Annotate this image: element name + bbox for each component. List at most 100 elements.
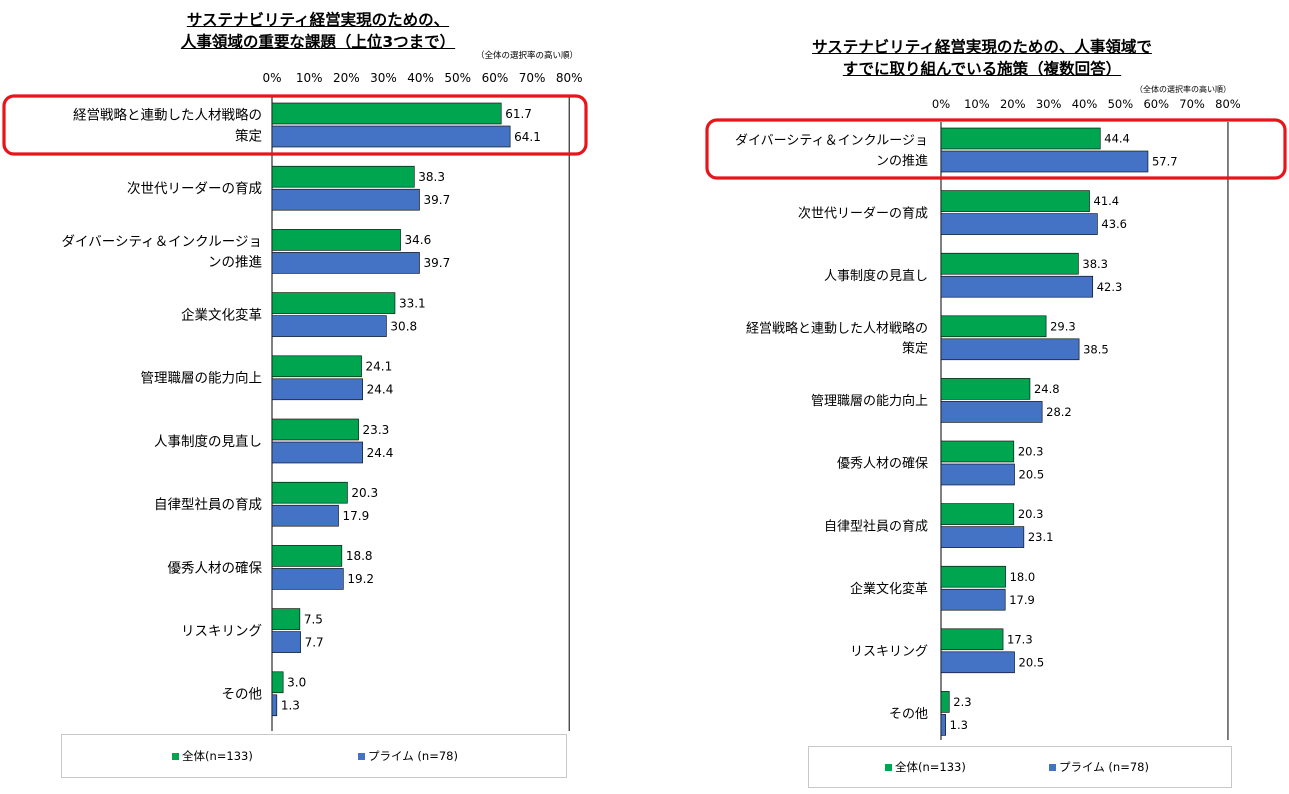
x-tick-label: 70% xyxy=(519,71,546,85)
category-label: 優秀人材の確保 xyxy=(168,560,263,576)
bar-chart-plot: 0% 10% 20% 30% 40% 50% 60% 70% 80% 61.7 64.1 経営戦略と連… xyxy=(2,71,588,731)
bar-all xyxy=(271,545,343,567)
legend-swatch-blue xyxy=(358,752,365,760)
category-label: 次世代リーダーの育成 xyxy=(798,205,928,221)
category-label: その他 xyxy=(222,687,263,703)
bar-prime xyxy=(271,568,344,590)
x-tick-label: 40% xyxy=(1072,97,1098,111)
sort-note: （全体の選択率の高い順） xyxy=(1135,85,1231,94)
value-label-prime: 20.5 xyxy=(1019,468,1045,482)
value-label-prime: 64.1 xyxy=(514,130,541,144)
category-label: 経営戦略と連動した人材戦略の xyxy=(73,107,262,123)
value-label-prime: 1.3 xyxy=(281,699,300,713)
bar-prime xyxy=(940,338,1080,361)
x-tick-label: 50% xyxy=(1108,97,1134,111)
category-label: リスキリング xyxy=(181,623,262,639)
legend-swatch-green xyxy=(885,763,892,771)
bar-prime xyxy=(271,252,420,274)
x-tick-label: 80% xyxy=(556,71,583,85)
legend-item-prime: プライム (n=78) xyxy=(1049,759,1149,775)
value-label-prime: 19.2 xyxy=(347,572,374,586)
bar-prime xyxy=(940,651,1015,674)
value-label-all: 3.0 xyxy=(287,676,306,690)
sort-note: （全体の選択率の高い順） xyxy=(475,50,578,61)
legend-label-prime: プライム (n=78) xyxy=(368,749,458,763)
highlight-box xyxy=(705,118,1287,180)
legend-item-all: 全体(n=133) xyxy=(885,759,966,775)
x-tick-label: 0% xyxy=(932,97,950,111)
category-label: その他 xyxy=(889,707,928,722)
value-label-prime: 24.4 xyxy=(367,383,394,397)
category-label: 自律型社員の育成 xyxy=(154,497,262,513)
bar-all xyxy=(940,315,1047,338)
bar-all xyxy=(940,252,1079,275)
x-tick-label: 10% xyxy=(964,97,990,111)
value-label-all: 24.8 xyxy=(1034,382,1060,396)
value-label-all: 44.4 xyxy=(1104,132,1130,146)
value-label-all: 18.8 xyxy=(346,549,373,563)
value-label-prime: 24.4 xyxy=(367,446,394,460)
bar-prime xyxy=(940,714,946,736)
category-label: 人事制度の見直し xyxy=(824,268,928,284)
legend-label-prime: プライム (n=78) xyxy=(1059,760,1149,774)
category-label: 人事制度の見直し xyxy=(154,434,262,450)
category-label: 企業文化変革 xyxy=(181,306,262,323)
bar-prime xyxy=(940,213,1098,235)
bar-prime xyxy=(940,275,1094,298)
legend-label-all: 全体(n=133) xyxy=(182,749,253,763)
bar-all xyxy=(271,102,502,125)
bar-prime xyxy=(271,694,278,717)
value-label-prime: 57.7 xyxy=(1152,155,1178,169)
chart-title-line2: すでに取り組んでいる施策（複数回答） xyxy=(842,60,1122,78)
bar-prime xyxy=(940,150,1149,173)
value-label-prime: 23.1 xyxy=(1028,530,1054,544)
value-label-prime: 28.2 xyxy=(1046,405,1072,419)
x-tick-label: 60% xyxy=(482,71,509,85)
bar-all xyxy=(940,565,1006,588)
bar-prime xyxy=(271,378,363,401)
category-label: 自律型社員の育成 xyxy=(824,518,928,534)
value-label-prime: 42.3 xyxy=(1097,280,1123,294)
bar-prime xyxy=(940,401,1043,423)
bar-all xyxy=(940,378,1031,400)
category-label: 策定 xyxy=(902,341,928,357)
category-label: 企業文化変革 xyxy=(850,581,928,597)
value-label-prime: 43.6 xyxy=(1101,217,1127,231)
value-label-prime: 20.5 xyxy=(1019,655,1045,669)
x-tick-label: 50% xyxy=(444,71,471,85)
legend: 全体(n=133) プライム (n=78) xyxy=(61,734,567,778)
value-label-all: 20.3 xyxy=(1018,507,1044,521)
bar-prime xyxy=(271,631,301,653)
category-label: ダイバーシティ＆インクルージョ xyxy=(62,234,262,250)
bar-all xyxy=(940,691,950,713)
value-label-all: 20.3 xyxy=(351,486,378,500)
value-label-prime: 38.5 xyxy=(1083,342,1109,356)
value-label-all: 23.3 xyxy=(363,423,390,437)
left-chart: サステナビリティ経営実現のための、 人事領域の重要な課題（上位3つまで） （全体… xyxy=(0,0,600,794)
value-label-all: 38.3 xyxy=(418,170,445,184)
category-label: 優秀人材の確保 xyxy=(837,456,928,472)
x-tick-label: 80% xyxy=(1215,97,1241,111)
bar-all xyxy=(940,440,1015,463)
x-tick-label: 20% xyxy=(333,71,360,85)
x-tick-label: 30% xyxy=(1036,97,1062,111)
value-label-all: 17.3 xyxy=(1007,632,1033,646)
bar-all xyxy=(271,481,348,504)
bar-prime xyxy=(271,504,339,527)
value-label-all: 20.3 xyxy=(1018,445,1044,459)
value-label-all: 29.3 xyxy=(1050,319,1076,333)
x-tick-label: 0% xyxy=(262,71,281,85)
value-label-prime: 7.7 xyxy=(305,635,324,649)
bar-prime xyxy=(271,315,387,337)
x-tick-label: 60% xyxy=(1143,97,1169,111)
chart-title: サステナビリティ経営実現のための、人事領域で すでに取り組んでいる施策（複数回答… xyxy=(682,36,1282,80)
x-tick-label: 40% xyxy=(407,71,434,85)
bar-all xyxy=(271,292,396,314)
chart-title-line2: 人事領域の重要な課題（上位3つまで） xyxy=(180,33,456,51)
bar-all xyxy=(940,628,1004,651)
legend-swatch-green xyxy=(172,752,179,760)
x-tick-label: 10% xyxy=(296,71,323,85)
x-tick-label: 30% xyxy=(370,71,397,85)
category-label: ンの推進 xyxy=(208,255,262,271)
legend: 全体(n=133) プライム (n=78) xyxy=(808,746,1232,788)
